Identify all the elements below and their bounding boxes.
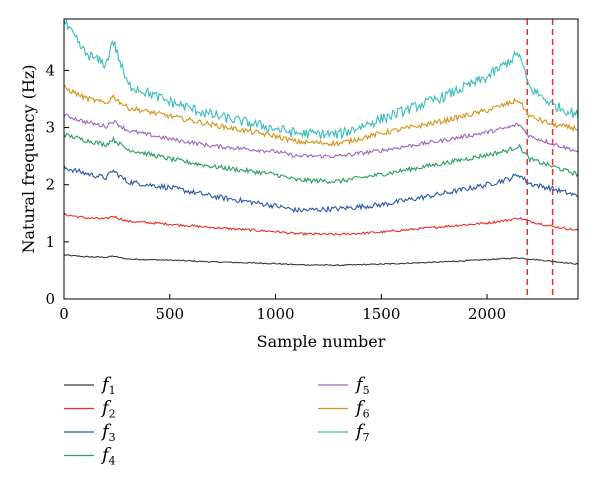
y-axis: 0 1 2 3 4 bbox=[45, 61, 69, 308]
legend-label-f6: f6 bbox=[354, 398, 370, 421]
y-axis-title: Natural frequency (Hz) bbox=[19, 65, 38, 254]
y-tick-label-3: 3 bbox=[45, 119, 55, 137]
plot-frame bbox=[63, 18, 579, 300]
series-lines bbox=[63, 18, 579, 267]
x-tick-label-0: 0 bbox=[59, 305, 69, 323]
legend-label-f3: f3 bbox=[100, 421, 116, 444]
y-tick-label-1: 1 bbox=[45, 233, 55, 251]
x-tick-label-3: 1500 bbox=[362, 305, 400, 323]
x-tick-label-2: 1000 bbox=[256, 305, 294, 323]
legend-label-f5: f5 bbox=[354, 374, 370, 397]
series-line-f7 bbox=[63, 18, 579, 140]
series-line-f4 bbox=[63, 132, 579, 185]
marker-lines bbox=[526, 19, 554, 299]
x-tick-label-1: 500 bbox=[155, 305, 184, 323]
x-tick-label-4: 2000 bbox=[468, 305, 506, 323]
series-line-f2 bbox=[63, 212, 579, 237]
series-line-f6 bbox=[63, 84, 579, 148]
series-line-f1 bbox=[63, 254, 579, 267]
legend-label-f1: f1 bbox=[100, 374, 116, 397]
x-axis: 0 500 1000 1500 2000 bbox=[59, 294, 506, 323]
legend-label-f4: f4 bbox=[100, 445, 116, 468]
legend-label-f2: f2 bbox=[100, 398, 116, 421]
y-tick-label-4: 4 bbox=[45, 61, 55, 79]
y-tick-label-0: 0 bbox=[45, 290, 55, 308]
series-line-f3 bbox=[63, 164, 579, 214]
x-axis-title: Sample number bbox=[257, 332, 386, 351]
series-line-f5 bbox=[63, 113, 579, 159]
legend-label-f7: f7 bbox=[354, 421, 370, 444]
y-tick-label-2: 2 bbox=[45, 176, 55, 194]
